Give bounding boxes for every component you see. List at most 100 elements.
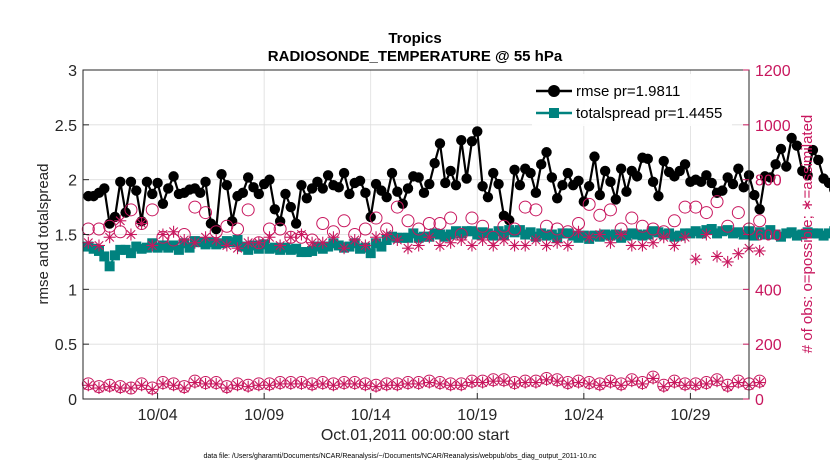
point-rmse [791,140,803,151]
point-obs_assimilated_low [497,375,510,388]
y-tick-label-right: 600 [755,228,782,245]
point-obs_assimilated_low [700,377,713,390]
point-obs_assimilated [316,236,329,249]
point-obs_assimilated [455,233,468,246]
point-obs_assimilated [583,231,596,244]
point-rmse [717,185,728,196]
point-totalspread [823,228,830,239]
point-totalspread [163,242,174,253]
point-totalspread [573,232,584,243]
point-obs_assimilated_low [359,379,372,392]
point-obs_assimilated [92,239,105,252]
point-obs_assimilated_low [252,379,265,392]
point-obs_assimilated_low [124,382,137,395]
point-obs_possible [124,203,138,217]
axis-ticks: 0 0 0.5 200 1 400 1.5 600 2 800 2.5 1000 3 1200 10/04 1… [55,63,791,424]
point-obs_assimilated_low [327,379,340,392]
point-totalspread [466,226,477,237]
point-totalspread [482,228,493,239]
point-rmse [450,179,462,191]
point-obs_possible [550,222,564,236]
point-rmse [147,188,158,200]
point-totalspread [669,231,680,242]
point-obs_assimilated_low [135,379,148,392]
point-totalspread [285,244,296,255]
point-totalspread [456,228,467,239]
y-tick-label-right: 200 [755,337,782,354]
point-obs_possible [667,214,681,228]
point-totalspread [120,244,131,255]
point-totalspread [520,229,531,240]
point-rmse [466,136,478,147]
point-rmse [504,215,515,226]
point-obs_assimilated [156,228,169,241]
point-obs_assimilated_low [487,375,500,388]
point-obs_assimilated [679,231,692,244]
point-obs_assimilated [519,239,532,252]
point-obs_assimilated [647,236,660,249]
point-obs_assimilated [306,236,319,249]
point-totalspread [157,240,168,251]
point-rmse [269,204,281,215]
point-totalspread [307,245,318,256]
point-totalspread [237,241,248,252]
point-rmse [562,167,574,179]
point-obs_assimilated_low [295,377,308,390]
point-obs_assimilated [284,231,297,244]
x-tick-label: 10/04 [138,407,178,424]
point-rmse [109,211,121,223]
point-rmse [733,163,744,174]
point-obs_assimilated [561,239,574,252]
point-obs_possible [369,211,383,225]
point-obs_possible [220,219,234,233]
point-obs_possible [689,200,703,214]
point-obs_assimilated [700,228,713,241]
point-obs_assimilated [220,239,233,252]
point-totalspread [642,229,653,240]
point-obs_possible [337,214,351,228]
point-obs_assimilated_low [306,379,319,392]
point-rmse [786,132,797,144]
point-obs_possible [678,200,692,214]
point-rmse [264,174,275,185]
point-rmse [461,173,472,184]
point-obs_assimilated_low [604,376,617,389]
point-obs_assimilated_low [146,383,159,396]
point-obs_assimilated [391,233,404,246]
point-totalspread [525,227,536,238]
point-obs_possible [433,217,447,231]
point-obs_assimilated [295,228,308,241]
point-obs_possible [465,211,479,225]
point-obs_assimilated [274,239,287,252]
point-obs_assimilated_low [380,379,393,392]
point-obs_assimilated [497,233,510,246]
point-rmse [488,167,499,179]
x-tick-label: 10/24 [564,407,604,424]
point-totalspread [429,228,440,239]
y-tick-label-left: 3 [68,63,77,80]
point-obs_assimilated_low [519,376,532,389]
x-axis-label: Oct.01,2011 00:00:00 start [321,427,510,444]
point-rmse [115,176,126,188]
point-rmse [200,176,211,188]
point-obs_assimilated_low [540,373,553,386]
point-obs_possible [199,206,213,220]
point-obs_assimilated_low [156,377,169,390]
point-obs_possible [529,203,543,217]
point-rmse [301,193,312,204]
point-obs_assimilated_low [529,376,542,389]
point-obs_assimilated [146,239,159,252]
point-obs_assimilated_low [220,382,233,395]
point-rmse [583,181,595,192]
point-rmse [589,151,600,162]
point-totalspread [648,226,659,237]
point-obs_assimilated_low [284,377,297,390]
point-totalspread [536,228,547,239]
point-totalspread [488,230,499,241]
point-obs_assimilated_low [242,380,255,393]
point-rmse [131,185,142,196]
point-totalspread [509,227,520,238]
point-rmse [344,188,355,200]
point-rmse [296,179,307,191]
